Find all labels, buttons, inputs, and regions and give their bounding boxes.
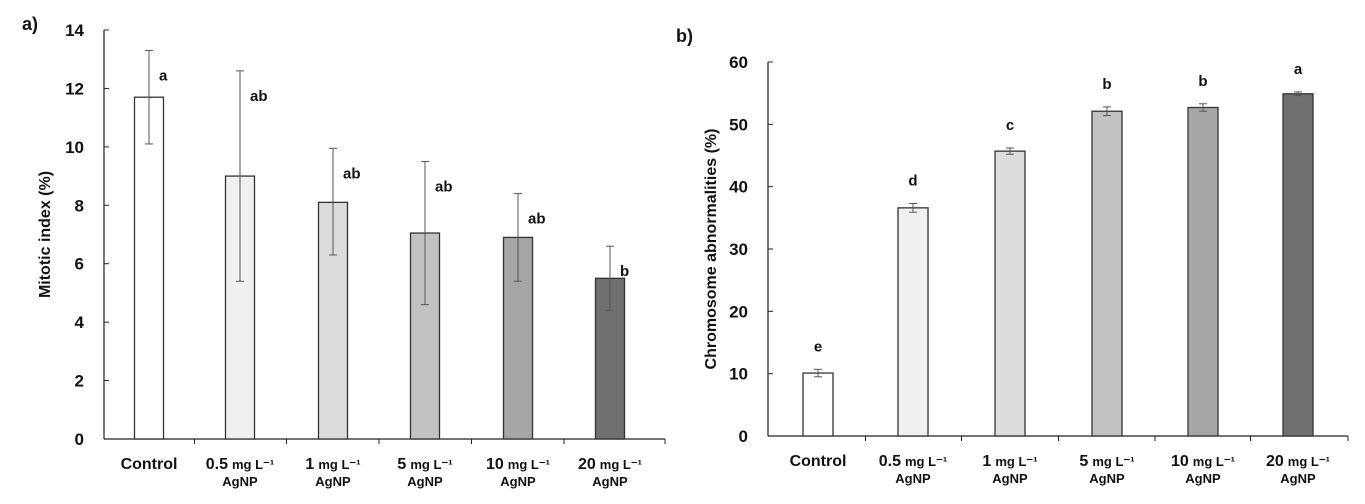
category-sublabel: AgNP bbox=[1185, 471, 1221, 486]
category-main: 0.5 bbox=[206, 456, 228, 473]
category-unit: mg L⁻¹ bbox=[1193, 454, 1235, 469]
category-main: 5 bbox=[397, 456, 406, 473]
x-tick-label: 20 mg L⁻¹ bbox=[578, 456, 642, 473]
bar bbox=[1187, 106, 1219, 437]
x-tick-label: Control bbox=[790, 453, 847, 470]
category-main: 5 bbox=[1079, 453, 1088, 470]
significance-letter: b bbox=[1102, 76, 1111, 93]
category-sublabel: AgNP bbox=[500, 474, 536, 489]
category-sublabel: AgNP bbox=[592, 474, 628, 489]
category-main: 20 bbox=[578, 456, 596, 473]
y-tick-label: 14 bbox=[65, 21, 84, 40]
y-tick-label: 0 bbox=[75, 430, 84, 449]
category-unit: mg L⁻¹ bbox=[1288, 454, 1330, 469]
y-axis-label: Mitotic index (%) bbox=[37, 171, 54, 298]
bar bbox=[897, 207, 929, 437]
significance-letter: e bbox=[814, 338, 822, 355]
category-unit: mg L⁻¹ bbox=[995, 454, 1037, 469]
category-unit: mg L⁻¹ bbox=[600, 457, 642, 472]
category-sublabel: AgNP bbox=[992, 471, 1028, 486]
category-unit: mg L⁻¹ bbox=[905, 454, 947, 469]
panel-label: b) bbox=[676, 26, 693, 46]
x-tick-label: 5 mg L⁻¹ bbox=[397, 456, 452, 473]
category-main: 10 bbox=[1171, 453, 1189, 470]
significance-letter: c bbox=[1006, 117, 1014, 134]
category-unit: mg L⁻¹ bbox=[318, 457, 360, 472]
bar bbox=[802, 372, 834, 437]
significance-letter: a bbox=[159, 67, 168, 84]
y-tick-label: 6 bbox=[75, 255, 84, 274]
x-tick-label: 0.5 mg L⁻¹ bbox=[206, 456, 275, 473]
y-tick-label: 30 bbox=[729, 240, 748, 259]
category-sublabel: AgNP bbox=[1089, 471, 1125, 486]
category-main: 10 bbox=[486, 456, 504, 473]
category-main: 20 bbox=[1266, 453, 1284, 470]
chart-a-mitotic-index: a) 0 2 4 6 8 10 12 14 Mitotic index (%) a Control ab… bbox=[22, 14, 666, 489]
category-unit: mg L⁻¹ bbox=[508, 457, 550, 472]
y-tick-label: 0 bbox=[739, 427, 748, 446]
y-axis-label: Chromosome abnormalities (%) bbox=[703, 129, 720, 370]
category-sublabel: AgNP bbox=[315, 474, 351, 489]
y-tick-label: 40 bbox=[729, 178, 748, 197]
significance-letter: ab bbox=[343, 165, 361, 182]
x-tick-label: 1 mg L⁻¹ bbox=[982, 453, 1037, 470]
y-tick-label: 10 bbox=[729, 365, 748, 384]
y-tick-label: 20 bbox=[729, 302, 748, 321]
category-unit: mg L⁻¹ bbox=[232, 457, 274, 472]
significance-letter: ab bbox=[435, 178, 453, 195]
x-tick-label: 10 mg L⁻¹ bbox=[486, 456, 550, 473]
category-sublabel: AgNP bbox=[407, 474, 443, 489]
x-tick-label: Control bbox=[121, 456, 178, 473]
category-main: Control bbox=[121, 456, 178, 473]
chart-b-chromosome-abnormalities: b) 0 10 20 30 40 50 60 Chromosome abnormalities … bbox=[676, 26, 1349, 486]
category-main: Control bbox=[790, 453, 847, 470]
significance-letter: b bbox=[1198, 73, 1207, 90]
y-tick-label: 50 bbox=[729, 115, 748, 134]
significance-letter: d bbox=[908, 172, 917, 189]
category-unit: mg L⁻¹ bbox=[1092, 454, 1134, 469]
x-tick-label: 20 mg L⁻¹ bbox=[1266, 453, 1330, 470]
category-main: 1 bbox=[305, 456, 314, 473]
category-sublabel: AgNP bbox=[895, 471, 931, 486]
category-sublabel: AgNP bbox=[222, 474, 258, 489]
significance-letter: a bbox=[1294, 61, 1303, 78]
bar bbox=[1091, 110, 1123, 437]
panel-label: a) bbox=[22, 14, 38, 34]
x-tick-label: 10 mg L⁻¹ bbox=[1171, 453, 1235, 470]
significance-letter: b bbox=[620, 263, 629, 280]
y-tick-label: 12 bbox=[65, 79, 84, 98]
y-tick-label: 8 bbox=[75, 196, 84, 215]
y-tick-label: 60 bbox=[729, 53, 748, 72]
x-tick-label: 1 mg L⁻¹ bbox=[305, 456, 360, 473]
significance-letter: ab bbox=[528, 211, 546, 228]
x-tick-label: 5 mg L⁻¹ bbox=[1079, 453, 1134, 470]
x-tick-label: 0.5 mg L⁻¹ bbox=[879, 453, 948, 470]
bar bbox=[1282, 93, 1314, 437]
significance-letter: ab bbox=[250, 88, 268, 105]
category-main: 0.5 bbox=[879, 453, 901, 470]
bar bbox=[994, 150, 1026, 437]
bar bbox=[133, 96, 165, 440]
y-tick-label: 10 bbox=[65, 138, 84, 157]
category-sublabel: AgNP bbox=[1280, 471, 1316, 486]
y-tick-label: 2 bbox=[75, 372, 84, 391]
y-tick-label: 4 bbox=[75, 313, 85, 332]
category-main: 1 bbox=[982, 453, 991, 470]
category-unit: mg L⁻¹ bbox=[410, 457, 452, 472]
